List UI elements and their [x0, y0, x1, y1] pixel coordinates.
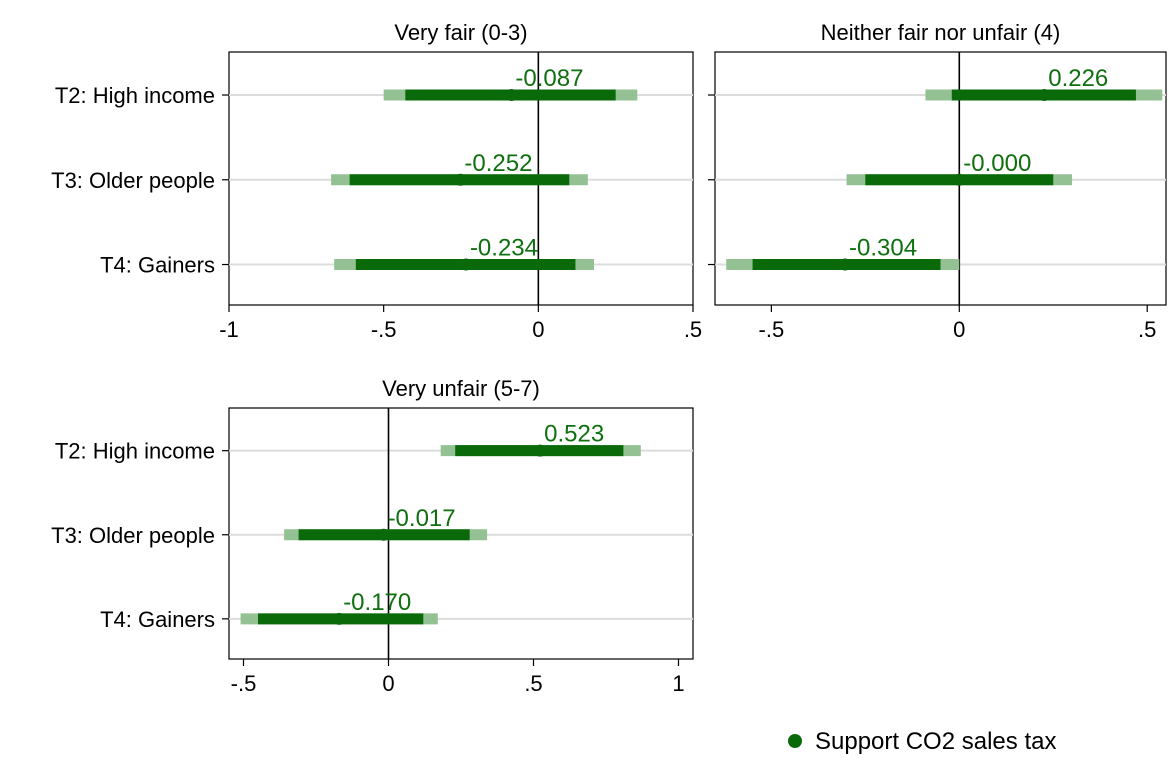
estimate-point: [953, 173, 966, 186]
estimate-point: [534, 444, 547, 457]
estimate-point: [333, 612, 346, 625]
plot-frame: [714, 51, 1167, 306]
data-label: -0.304: [849, 235, 917, 262]
estimate-point: [505, 89, 518, 102]
panel-1: Very fair (0-3) T2: High income T3: Older …: [51, 20, 702, 342]
legend-label: Support CO2 sales tax: [815, 728, 1056, 755]
estimate-point: [459, 258, 472, 271]
estimate-point: [1038, 89, 1051, 102]
data-label: -0.170: [343, 589, 411, 616]
panel-3: Very unfair (5-7) T2: High income T3: Olde…: [51, 376, 694, 696]
panel-2: Neither fair nor unfair (4) -.5 0 .5 0.226 -0…: [708, 20, 1167, 342]
estimate-point: [377, 528, 390, 541]
x-tick-label: -1: [219, 317, 239, 342]
x-tick-label: 0: [953, 317, 965, 342]
x-tick-label: .5: [684, 317, 702, 342]
x-tick-label: .5: [1138, 317, 1156, 342]
data-label: 0.226: [1048, 65, 1108, 92]
x-tick-label: -.5: [371, 317, 397, 342]
y-tick-label: T4: Gainers: [100, 607, 215, 632]
x-tick-label: 0: [382, 671, 394, 696]
x-tick-label: -.5: [759, 317, 785, 342]
y-tick-label: T2: High income: [55, 439, 215, 464]
y-tick-label: T3: Older people: [51, 168, 215, 193]
plot-frame: [228, 51, 694, 306]
estimate-point: [454, 173, 467, 186]
estimate-point: [839, 258, 852, 271]
y-tick-label: T4: Gainers: [100, 253, 215, 278]
x-tick-label: 1: [672, 671, 684, 696]
panel-title: Neither fair nor unfair (4): [821, 20, 1061, 45]
data-label: -0.087: [515, 65, 583, 92]
y-tick-label: T3: Older people: [51, 523, 215, 548]
panel-title: Very unfair (5-7): [382, 376, 540, 401]
data-label: -0.252: [464, 150, 532, 177]
plot-frame: [228, 407, 694, 660]
x-tick-label: .5: [524, 671, 542, 696]
data-label: 0.523: [544, 421, 604, 448]
panel-title: Very fair (0-3): [394, 20, 527, 45]
data-label: -0.017: [388, 505, 456, 532]
legend-marker: [788, 734, 802, 748]
x-tick-label: -.5: [231, 671, 257, 696]
legend: Support CO2 sales tax: [788, 728, 1056, 755]
y-tick-label: T2: High income: [55, 83, 215, 108]
data-label: -0.234: [470, 235, 538, 262]
x-tick-label: 0: [532, 317, 544, 342]
data-label: -0.000: [963, 150, 1031, 177]
